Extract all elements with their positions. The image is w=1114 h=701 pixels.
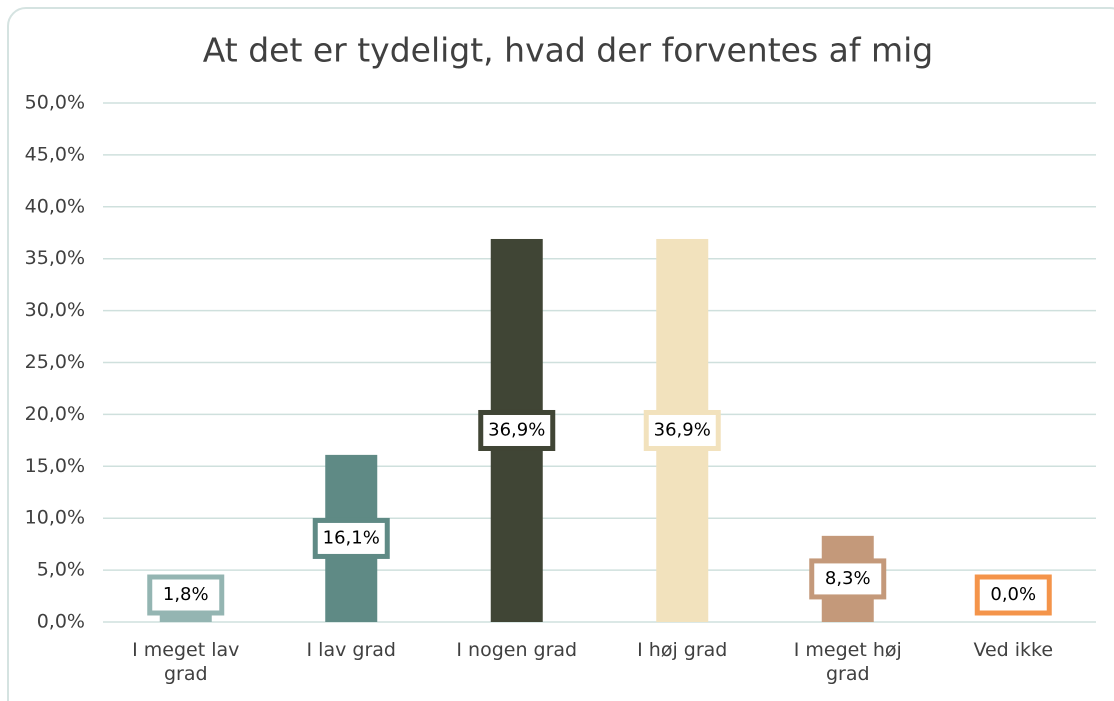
data-label-box xyxy=(809,558,887,600)
data-label: 1,8% xyxy=(163,584,209,605)
data-label: 8,3% xyxy=(825,568,871,589)
y-tick-label: 40,0% xyxy=(25,195,85,217)
x-tick-label: Ved ikke xyxy=(973,639,1054,661)
data-label: 36,9% xyxy=(488,419,545,440)
data-label-box xyxy=(974,574,1052,616)
x-tick-label: I høj grad xyxy=(637,639,728,661)
x-tick-label: I meget høj grad xyxy=(793,639,902,685)
data-label-box xyxy=(478,409,556,451)
chart-title: At det er tydeligt, hvad der forventes a… xyxy=(203,31,933,70)
y-tick-label: 30,0% xyxy=(25,299,85,321)
y-tick-label: 50,0% xyxy=(25,92,85,114)
y-tick-label: 35,0% xyxy=(25,247,85,269)
chart-frame xyxy=(7,7,1114,701)
y-tick-label: 5,0% xyxy=(37,559,85,581)
data-label-box xyxy=(643,409,721,451)
y-tick-label: 10,0% xyxy=(25,507,85,529)
y-tick-label: 45,0% xyxy=(25,143,85,165)
x-tick-label: I lav grad xyxy=(306,639,396,661)
data-label: 36,9% xyxy=(654,419,711,440)
data-label: 16,1% xyxy=(323,527,380,548)
x-tick-label: I meget lav grad xyxy=(132,639,240,685)
data-label-box xyxy=(147,574,225,616)
y-tick-label: 0,0% xyxy=(37,611,85,633)
data-label-box xyxy=(312,517,390,559)
x-tick-label: I nogen grad xyxy=(456,639,578,661)
y-tick-label: 20,0% xyxy=(25,403,85,425)
data-label: 0,0% xyxy=(990,584,1036,605)
y-tick-label: 15,0% xyxy=(25,455,85,477)
y-tick-label: 25,0% xyxy=(25,351,85,373)
